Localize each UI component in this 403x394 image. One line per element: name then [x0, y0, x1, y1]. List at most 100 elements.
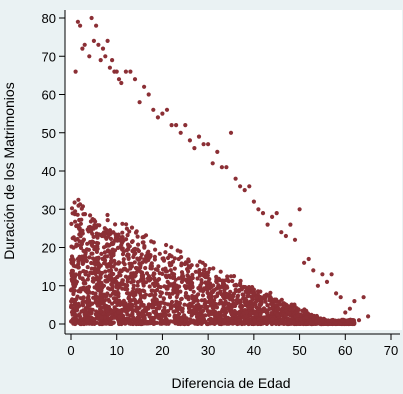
- data-point: [239, 321, 244, 327]
- data-point: [151, 273, 156, 278]
- data-point: [180, 309, 185, 314]
- data-point: [235, 293, 241, 298]
- data-point: [80, 296, 85, 302]
- data-point: [131, 286, 136, 291]
- data-point: [146, 92, 151, 97]
- data-point: [244, 310, 249, 315]
- data-point: [168, 268, 173, 273]
- data-point: [80, 46, 85, 51]
- data-point: [116, 77, 122, 82]
- data-point: [243, 314, 248, 319]
- data-point: [72, 284, 77, 289]
- data-point: [129, 280, 134, 285]
- data-point: [151, 107, 156, 112]
- data-point: [177, 300, 182, 305]
- data-point: [103, 278, 108, 283]
- data-point: [141, 283, 146, 288]
- data-point: [286, 316, 291, 321]
- x-tick-label: 30: [201, 343, 215, 358]
- data-point: [174, 283, 179, 288]
- data-point: [228, 130, 234, 135]
- data-point: [269, 311, 274, 316]
- data-point: [136, 242, 141, 247]
- data-point: [206, 279, 211, 284]
- data-point: [96, 232, 101, 237]
- data-point: [217, 317, 222, 322]
- data-point: [243, 285, 248, 290]
- x-axis-title: Diferencia de Edad: [171, 375, 290, 391]
- data-point: [224, 321, 230, 326]
- data-point: [89, 251, 94, 256]
- data-point: [80, 239, 85, 244]
- data-point: [126, 295, 131, 300]
- data-point: [195, 276, 200, 281]
- data-point: [288, 222, 293, 227]
- data-point: [215, 149, 220, 154]
- x-tick-label: 0: [67, 343, 74, 358]
- data-point: [204, 270, 209, 276]
- data-point: [209, 321, 214, 326]
- data-point: [125, 233, 130, 238]
- data-point: [84, 247, 89, 252]
- data-point: [69, 298, 74, 303]
- data-point: [270, 302, 275, 307]
- data-point: [178, 289, 183, 294]
- data-point: [149, 239, 154, 244]
- data-point: [304, 315, 309, 320]
- data-point: [86, 289, 91, 294]
- data-point: [174, 294, 179, 300]
- data-point: [179, 317, 184, 323]
- data-point: [70, 211, 75, 216]
- data-point: [103, 258, 108, 263]
- data-point: [197, 312, 202, 317]
- data-point: [165, 309, 171, 314]
- data-point: [116, 310, 121, 315]
- data-point: [81, 269, 86, 274]
- data-point: [114, 285, 119, 290]
- data-point: [265, 303, 270, 308]
- data-point: [80, 303, 86, 308]
- data-point: [262, 293, 267, 299]
- data-point: [89, 266, 94, 271]
- data-point: [260, 321, 265, 326]
- data-point: [141, 279, 146, 284]
- x-tick-label: 10: [109, 343, 123, 358]
- data-point: [311, 316, 316, 321]
- data-point: [79, 206, 84, 211]
- data-point: [85, 296, 90, 301]
- data-point: [192, 295, 197, 301]
- data-point: [218, 285, 223, 290]
- data-point: [162, 321, 167, 326]
- data-point: [208, 292, 213, 297]
- data-point: [175, 318, 180, 323]
- data-point: [207, 266, 212, 272]
- data-point: [132, 321, 137, 326]
- data-point: [356, 318, 362, 323]
- data-point: [147, 319, 152, 325]
- data-point: [127, 261, 132, 266]
- data-point: [141, 240, 146, 245]
- data-point: [214, 311, 219, 317]
- data-point: [230, 278, 235, 284]
- data-point: [107, 65, 112, 70]
- data-point: [186, 259, 191, 264]
- data-point: [223, 301, 228, 306]
- data-point: [219, 165, 224, 170]
- data-point: [112, 307, 117, 313]
- data-point: [178, 130, 183, 135]
- data-point: [164, 242, 169, 248]
- data-point: [338, 295, 343, 300]
- data-point: [352, 321, 357, 326]
- data-point: [91, 317, 96, 322]
- y-axis-title: Duración de los Matrimonios: [1, 82, 17, 259]
- data-point: [152, 315, 158, 320]
- data-point: [186, 321, 191, 327]
- data-point: [136, 257, 141, 262]
- data-point: [347, 306, 352, 311]
- data-point: [86, 225, 91, 230]
- y-tick-label: 30: [42, 202, 56, 217]
- data-point: [94, 286, 99, 291]
- data-point: [291, 320, 296, 325]
- data-point: [199, 304, 204, 309]
